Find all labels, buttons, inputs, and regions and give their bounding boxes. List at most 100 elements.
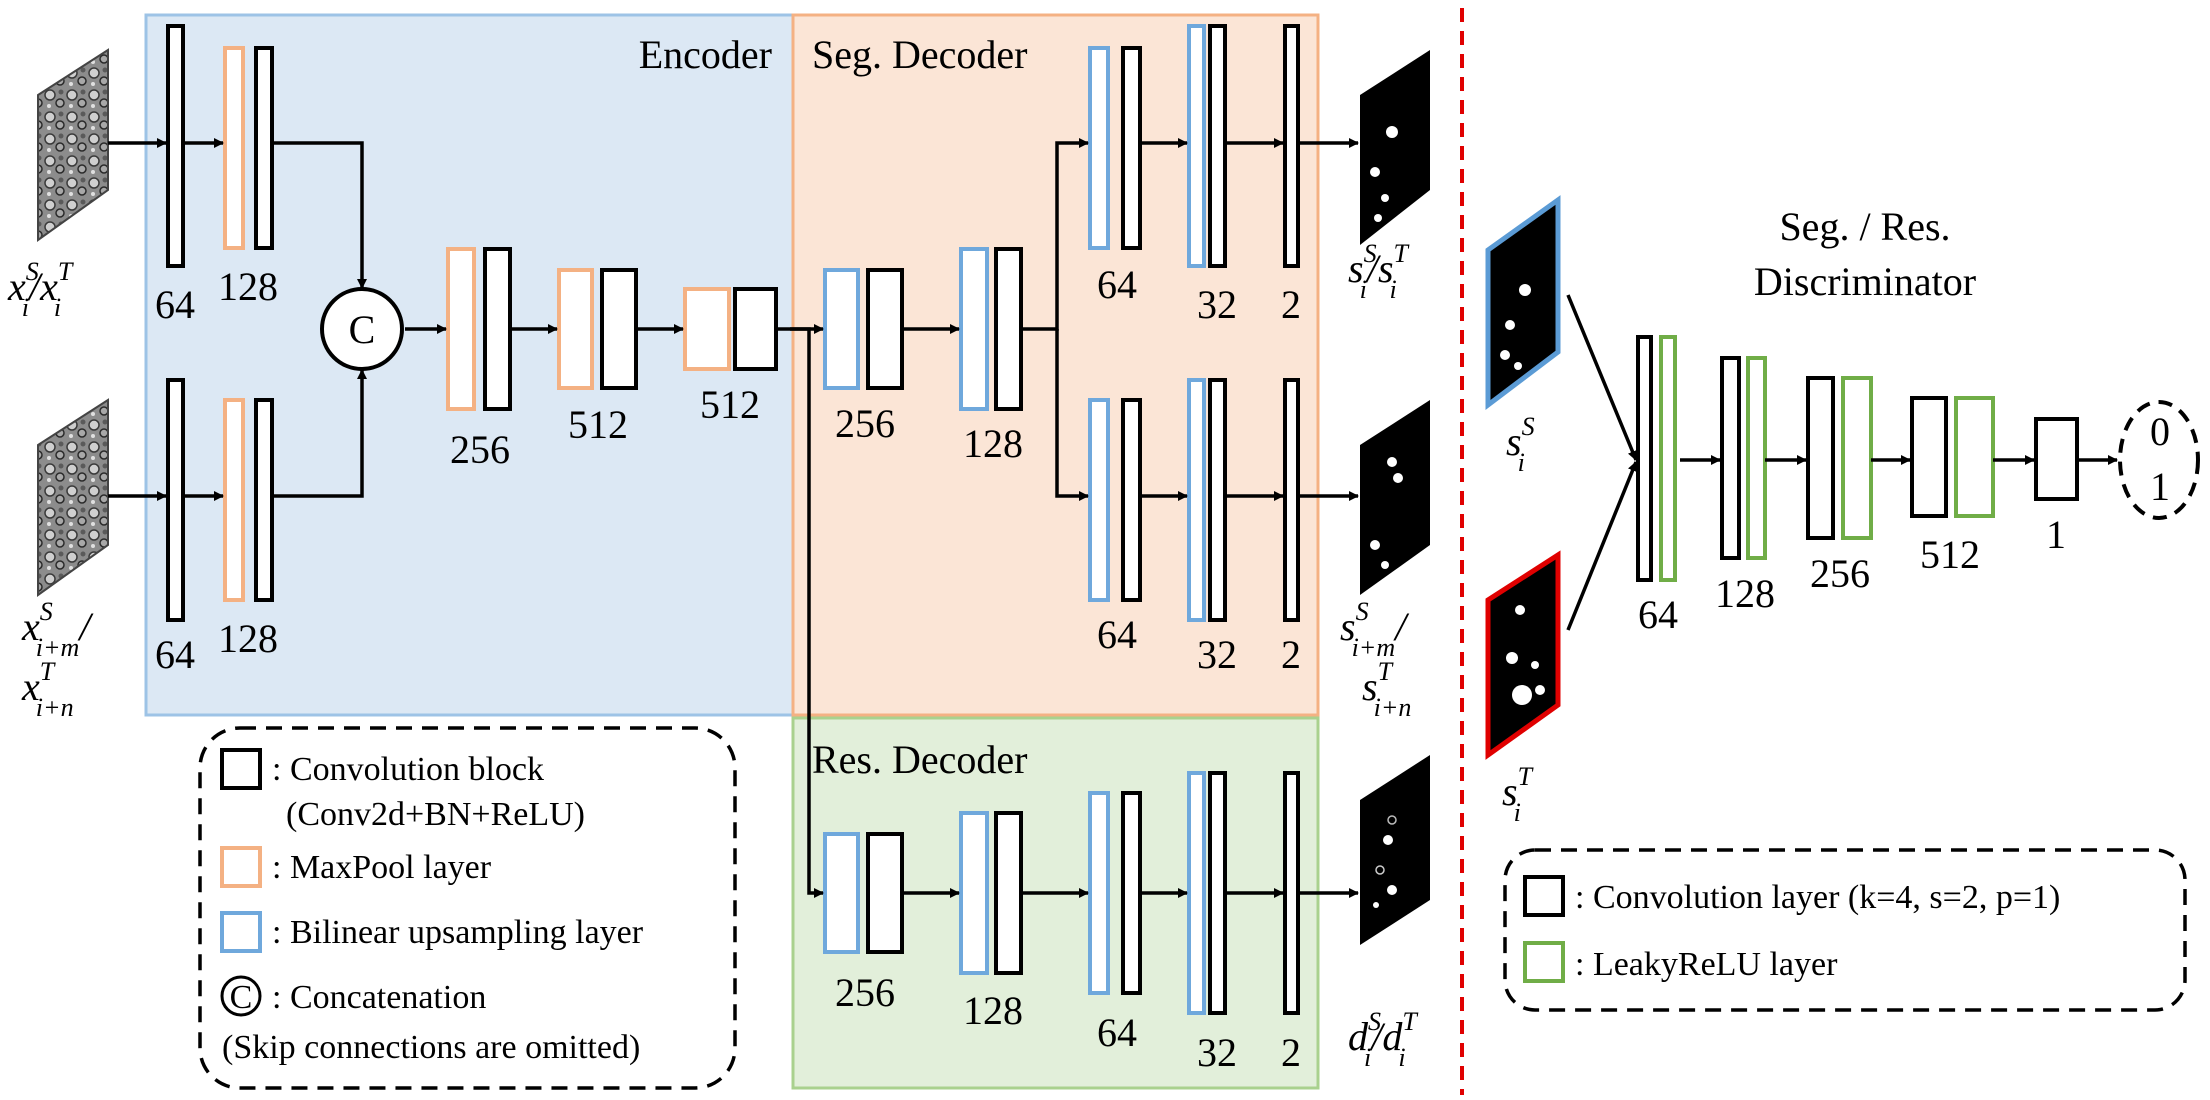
block-enc-pool-256: [446, 247, 476, 411]
block-res-conv-32: [1208, 771, 1227, 1015]
channel-label-res-4: 2: [1281, 1030, 1301, 1075]
label-seg-output-top: sS i/sT i: [1348, 239, 1410, 304]
channel-label-disc-3: 512: [1920, 532, 1980, 577]
layer-blocks: [166, 24, 2079, 1015]
discriminator-title-line2: Discriminator: [1754, 259, 1976, 304]
svg-text:sTi+n: sT i+n: [1362, 657, 1411, 722]
channel-label-seg-top-1: 32: [1197, 282, 1237, 327]
block-seg-conv-256: [866, 268, 904, 390]
block-seg-bottom-conv-32: [1208, 378, 1227, 622]
svg-text:C: C: [349, 307, 376, 352]
legend-maxpool-label: : MaxPool layer: [272, 849, 492, 886]
channel-label-res-1: 128: [963, 988, 1023, 1033]
channel-label-disc-0: 64: [1638, 592, 1678, 637]
block-disc-conv-256: [1806, 376, 1835, 540]
channel-label-seg-bottom-2: 2: [1281, 632, 1301, 677]
input-image-top: [37, 48, 109, 242]
block-res-up-256: [823, 832, 860, 954]
block-seg-top-conv-2: [1283, 24, 1300, 268]
legend-conv-block-label: : Convolution block: [272, 751, 544, 788]
svg-text:C: C: [230, 979, 253, 1016]
block-enc-top-conv-128: [254, 46, 274, 250]
channel-label-enc-main-0: 256: [450, 427, 510, 472]
disc-input-source-image: [1485, 195, 1561, 411]
channel-label-seg-bottom-1: 32: [1197, 632, 1237, 677]
legend-upsample-label: : Bilinear upsampling layer: [272, 914, 644, 951]
legend-concat-label: : Concatenation: [272, 979, 486, 1016]
block-enc-pool-512b: [683, 287, 731, 371]
seg-decoder-title: Seg. Decoder: [812, 32, 1027, 77]
svg-text:sSi/sTi: sS i/sT i: [1348, 239, 1410, 304]
legend-conv-layer-label: : Convolution layer (k=4, s=2, p=1): [1575, 879, 2060, 916]
block-res-up-128: [959, 811, 989, 975]
block-disc-conv-64: [1636, 335, 1653, 582]
disc-input-target-image: [1485, 550, 1561, 760]
channel-label-seg-bottom-0: 64: [1097, 612, 1137, 657]
channel-label-enc-main-2: 512: [700, 382, 760, 427]
block-disc-leaky-256: [1841, 376, 1873, 540]
res-output-image: [1360, 755, 1430, 945]
channel-label-disc-4: 1: [2046, 512, 2066, 557]
svg-text:xSi/xTi: xS i/xT i: [7, 257, 74, 322]
channel-label-res-3: 32: [1197, 1030, 1237, 1075]
channel-label-disc-2: 256: [1810, 551, 1870, 596]
label-res-output: dS i/dT i: [1348, 1007, 1418, 1072]
label-input-bottom: xS i+m/ xT i+n: [21, 597, 94, 722]
input-image-bottom: [37, 398, 109, 597]
label-input-top: xS i/xT i: [7, 257, 74, 322]
channel-label-res-0: 256: [835, 970, 895, 1015]
block-res-conv-256: [866, 832, 904, 954]
block-disc-leaky-64: [1659, 335, 1677, 582]
legend-upsample-swatch: [220, 911, 262, 953]
encoder-title: Encoder: [639, 32, 772, 77]
svg-text:xTi+n: xT i+n: [21, 657, 74, 722]
legend-note: (Skip connections are omitted): [222, 1029, 640, 1066]
block-res-conv-2: [1283, 771, 1300, 1015]
label-seg-output-bottom: sS i+m/ sT i+n: [1340, 597, 1411, 722]
block-seg-bottom-conv-2: [1283, 378, 1300, 622]
disc-output-1: 1: [2150, 464, 2170, 509]
block-enc-bottom-conv-128: [254, 398, 274, 602]
block-enc-conv-256: [483, 247, 512, 411]
legend-left: : Convolution block (Conv2d+BN+ReLU) : M…: [198, 726, 737, 1090]
legend-conv-layer-swatch: [1523, 875, 1565, 917]
block-seg-top-up-64: [1088, 46, 1110, 250]
block-disc-conv-512: [1910, 396, 1948, 518]
block-seg-top-conv-64: [1121, 46, 1142, 250]
connection-lines: [108, 138, 2118, 898]
block-disc-leaky-512: [1954, 396, 1995, 518]
block-seg-up-128: [959, 247, 989, 411]
block-res-up-32: [1187, 771, 1206, 1015]
block-disc-conv-1: [2034, 417, 2079, 501]
block-seg-bottom-up-32: [1187, 378, 1206, 622]
svg-text:dSi/dTi: dS i/dT i: [1348, 1007, 1418, 1072]
label-disc-input-target: sT i: [1502, 762, 1534, 827]
block-enc-bottom-conv-64: [166, 378, 185, 622]
channel-label-enc-bottom-0: 64: [155, 632, 195, 677]
legend-conv-block-sub: (Conv2d+BN+ReLU): [286, 796, 585, 833]
legend-leaky-label: : LeakyReLU layer: [1575, 946, 1838, 983]
channel-label-enc-bottom-1: 128: [218, 616, 278, 661]
channel-label-res-2: 64: [1097, 1010, 1137, 1055]
seg-output-image-top: [1360, 50, 1430, 245]
channel-label-seg-top-2: 2: [1281, 282, 1301, 327]
block-seg-up-256: [823, 268, 860, 390]
legend-leaky-swatch: [1523, 941, 1565, 983]
concat-node: C: [320, 287, 404, 371]
block-enc-conv-512a: [600, 268, 638, 390]
res-decoder-title: Res. Decoder: [812, 737, 1027, 782]
svg-text:xSi+m/: xS i+m/: [21, 597, 94, 662]
channel-label-seg-shared-1: 128: [963, 421, 1023, 466]
block-enc-top-conv-64: [166, 24, 185, 268]
channel-label-seg-shared-0: 256: [835, 401, 895, 446]
block-seg-conv-128: [994, 247, 1023, 411]
channel-label-enc-main-1: 512: [568, 402, 628, 447]
channel-label-seg-top-0: 64: [1097, 262, 1137, 307]
channel-label-disc-1: 128: [1715, 571, 1775, 616]
block-enc-conv-512b: [733, 287, 778, 371]
channel-label-enc-top-1: 128: [218, 264, 278, 309]
block-seg-bottom-up-64: [1088, 398, 1110, 602]
discriminator-title-line1: Seg. / Res.: [1779, 204, 1950, 249]
block-seg-bottom-conv-64: [1121, 398, 1142, 602]
